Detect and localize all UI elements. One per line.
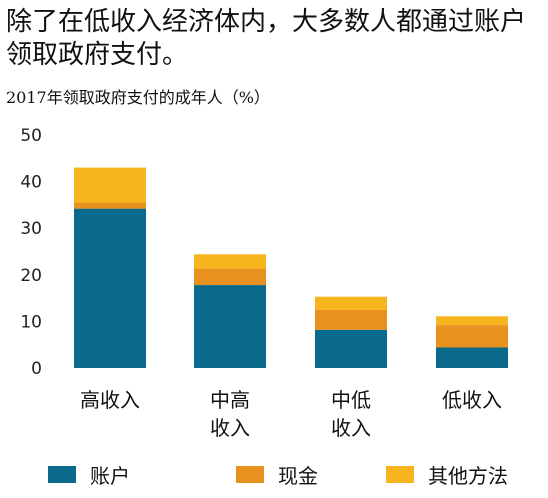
y-axis: 0 10 20 30 40 50 bbox=[20, 126, 42, 379]
bar-segment-account bbox=[315, 329, 387, 368]
chart-title: 除了在低收入经济体内，大多数人都通过账户领取政府支付。 bbox=[6, 7, 527, 70]
stacked-bar-chart: 0 10 20 30 40 50 高收入 中高收入 中低收入 低收入 bbox=[20, 126, 508, 440]
legend: 账户 现金 其他方法 bbox=[0, 460, 548, 490]
bar-segment-other bbox=[315, 296, 387, 310]
legend-label-cash: 现金 bbox=[278, 464, 318, 488]
y-tick-label: 50 bbox=[20, 126, 42, 146]
legend-swatch-account bbox=[48, 466, 76, 483]
x-category-label: 中高收入 bbox=[210, 388, 250, 440]
x-category-label: 中低收入 bbox=[331, 388, 371, 440]
legend-label-other: 其他方法 bbox=[428, 464, 508, 488]
legend-swatch-cash bbox=[236, 466, 264, 483]
legend-label-account: 账户 bbox=[90, 464, 130, 488]
y-tick-label: 40 bbox=[20, 173, 42, 193]
y-tick-label: 30 bbox=[20, 219, 42, 239]
bar-segment-account bbox=[194, 285, 266, 368]
bar-segment-cash bbox=[315, 309, 387, 330]
legend-item-account: 账户 bbox=[48, 460, 130, 489]
bar-segment-account bbox=[74, 208, 146, 368]
bar-segment-other bbox=[194, 254, 266, 269]
x-axis: 高收入 中高收入 中低收入 低收入 bbox=[80, 388, 502, 440]
y-tick-label: 0 bbox=[31, 359, 42, 379]
legend-item-other: 其他方法 bbox=[386, 460, 508, 489]
legend-swatch-other bbox=[386, 466, 414, 483]
bar-segment-account bbox=[436, 347, 508, 368]
bar-segment-cash bbox=[194, 268, 266, 286]
bar-segment-other bbox=[74, 167, 146, 203]
legend-item-cash: 现金 bbox=[236, 460, 318, 489]
x-category-label: 低收入 bbox=[442, 388, 502, 412]
chart-subtitle: 2017年领取政府支付的成年人（%） bbox=[6, 88, 270, 107]
bar-segment-cash bbox=[74, 202, 146, 209]
x-category-label: 高收入 bbox=[80, 388, 140, 412]
y-tick-label: 20 bbox=[20, 266, 42, 286]
bars bbox=[74, 167, 508, 368]
bar-segment-cash bbox=[436, 325, 508, 348]
y-tick-label: 10 bbox=[20, 312, 42, 332]
bar-segment-other bbox=[436, 316, 508, 326]
